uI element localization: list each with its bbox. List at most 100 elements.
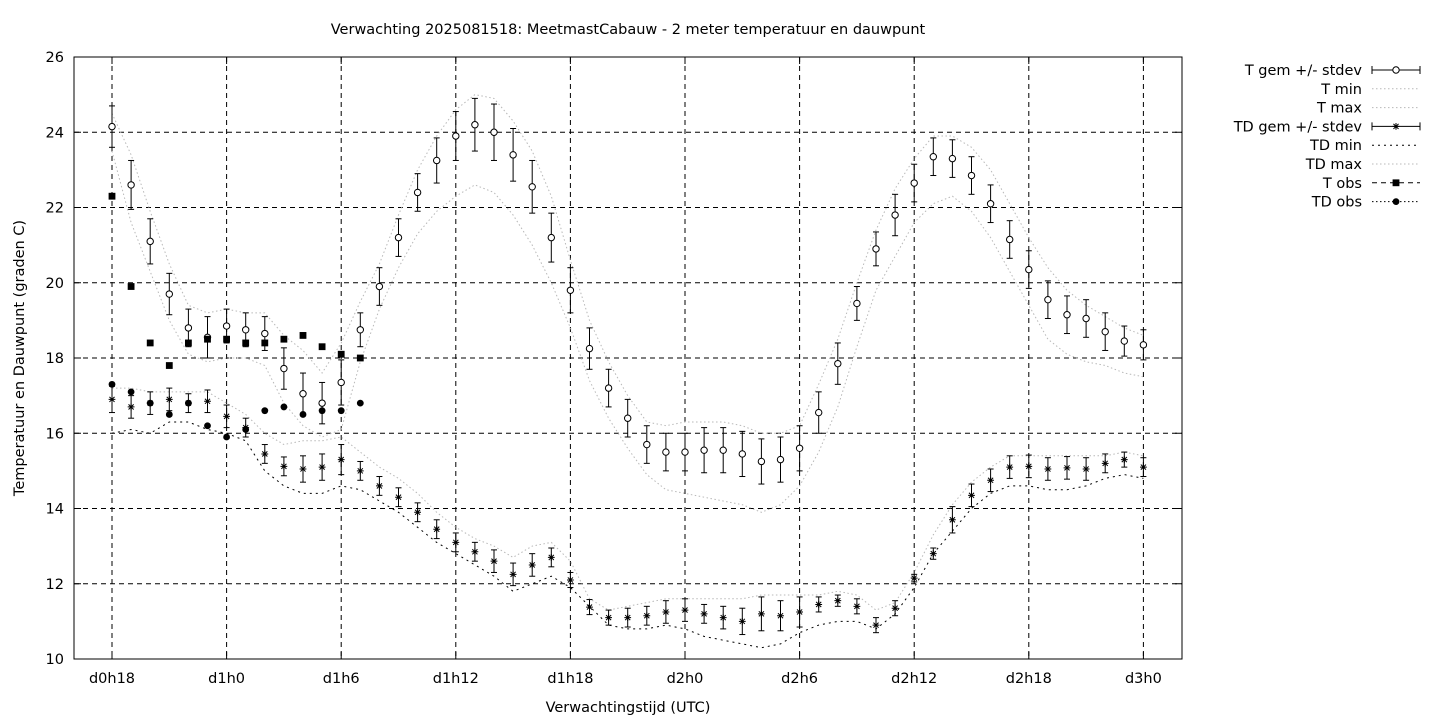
y-tick-label: 20 xyxy=(46,276,64,292)
td-obs-point xyxy=(337,407,345,415)
legend-td-obs-label: TD obs xyxy=(1311,195,1362,211)
t-obs-point xyxy=(337,350,345,358)
td-gem-point xyxy=(395,493,402,501)
t-obs-point xyxy=(223,335,230,343)
t-gem-point xyxy=(528,183,536,191)
legend-t-obs-swatch-marker xyxy=(1392,179,1400,187)
t-gem-point xyxy=(242,326,250,334)
t-obs-point xyxy=(261,339,269,347)
t-gem-point xyxy=(547,233,555,242)
x-tick-label: d2h0 xyxy=(667,671,704,687)
td-gem-point xyxy=(662,608,670,616)
legend-td-gem-swatch-marker xyxy=(1392,123,1400,130)
td-obs-point xyxy=(242,426,250,433)
y-tick-label: 14 xyxy=(46,502,64,518)
td-max-line xyxy=(112,387,1144,611)
t-gem-point xyxy=(261,329,269,338)
td-gem-point xyxy=(910,574,918,582)
x-tick-label: d2h12 xyxy=(891,671,937,687)
y-tick-label: 22 xyxy=(46,201,64,217)
y-tick-label: 10 xyxy=(46,652,64,668)
td-gem-point xyxy=(509,570,517,578)
t-gem-point xyxy=(910,179,918,187)
td-obs-point xyxy=(223,433,231,441)
t-gem-point xyxy=(299,390,307,398)
y-tick-label: 26 xyxy=(46,50,64,66)
x-tick-label: d2h18 xyxy=(1006,671,1052,687)
t-gem-point xyxy=(1139,341,1148,349)
t-obs-point xyxy=(165,362,173,369)
x-tick-label: d1h6 xyxy=(323,671,360,687)
td-gem-point xyxy=(624,614,632,622)
td-obs-point xyxy=(185,399,192,407)
legend: T gem +/- stdev T min T max TD gem +/- stde… xyxy=(1233,63,1421,211)
td-gem-point xyxy=(891,604,899,612)
td-gem-point xyxy=(223,412,230,420)
t-gem-point xyxy=(184,324,193,332)
td-gem-point xyxy=(777,612,784,620)
td-gem-point xyxy=(471,548,479,556)
y-tick-label: 18 xyxy=(46,351,64,367)
t-gem-point xyxy=(452,132,460,140)
t-gem-point xyxy=(1006,235,1014,244)
td-gem-point xyxy=(490,557,498,565)
t-gem-point xyxy=(280,364,288,373)
series-layer xyxy=(108,94,1148,649)
td-gem-point xyxy=(681,606,689,614)
td-obs-point xyxy=(204,422,211,430)
t-gem-point xyxy=(776,455,785,464)
td-gem-point xyxy=(299,465,307,473)
td-gem-point xyxy=(586,603,593,611)
t-gem-point xyxy=(643,440,651,449)
t-gem-point xyxy=(509,151,517,159)
legend-t-max-label: T max xyxy=(1316,101,1362,117)
td-gem-point xyxy=(987,476,994,484)
t-gem-point xyxy=(356,326,364,334)
t-gem-point xyxy=(891,211,899,219)
td-gem-point xyxy=(318,463,326,471)
t-gem-point xyxy=(222,322,231,330)
t-obs-point xyxy=(146,339,154,347)
td-obs-point xyxy=(318,407,326,415)
td-gem-point xyxy=(1025,462,1033,470)
td-obs-point xyxy=(108,380,116,388)
t-gem-point xyxy=(1101,327,1109,336)
legend-t-gem-swatch-marker xyxy=(1392,66,1400,74)
td-gem-point xyxy=(261,450,269,458)
x-tick-label: d1h12 xyxy=(433,671,479,687)
td-gem-point xyxy=(1101,459,1109,467)
t-gem-point xyxy=(967,171,976,180)
chart-title: Verwachting 2025081518: MeetmastCabauw -… xyxy=(331,22,926,38)
t-gem-point xyxy=(681,448,689,456)
t-gem-point xyxy=(1082,314,1090,323)
td-gem-point xyxy=(853,602,861,610)
td-min-line xyxy=(111,421,1144,649)
t-gem-point xyxy=(929,153,937,161)
t-max-line xyxy=(111,94,1144,434)
td-gem-point xyxy=(1044,465,1052,473)
legend-t-obs-label: T obs xyxy=(1322,176,1362,192)
y-axis-label: Temperatuur en Dauwpunt (graden C) xyxy=(12,220,28,497)
t-gem-point xyxy=(108,122,116,131)
t-gem-point xyxy=(1025,265,1033,274)
t-gem-point xyxy=(490,128,498,136)
t-gem-point xyxy=(1120,337,1129,345)
td-gem-point xyxy=(872,621,880,629)
td-gem-point xyxy=(949,516,956,524)
td-obs-point xyxy=(261,407,269,415)
t-gem-point xyxy=(700,446,708,454)
t-gem-point xyxy=(375,282,384,291)
td-obs-point xyxy=(146,399,154,407)
t-obs-point xyxy=(127,283,135,290)
td-obs-point xyxy=(356,399,364,407)
td-obs-point xyxy=(280,403,288,411)
legend-td-max-label: TD max xyxy=(1305,157,1363,173)
td-gem-point xyxy=(1063,464,1071,472)
td-gem-point xyxy=(337,456,345,463)
td-gem-point xyxy=(834,597,842,605)
td-gem-point xyxy=(1082,465,1090,473)
t-gem-point xyxy=(795,444,804,452)
t-gem-point xyxy=(986,200,995,208)
td-obs-point xyxy=(127,388,135,396)
